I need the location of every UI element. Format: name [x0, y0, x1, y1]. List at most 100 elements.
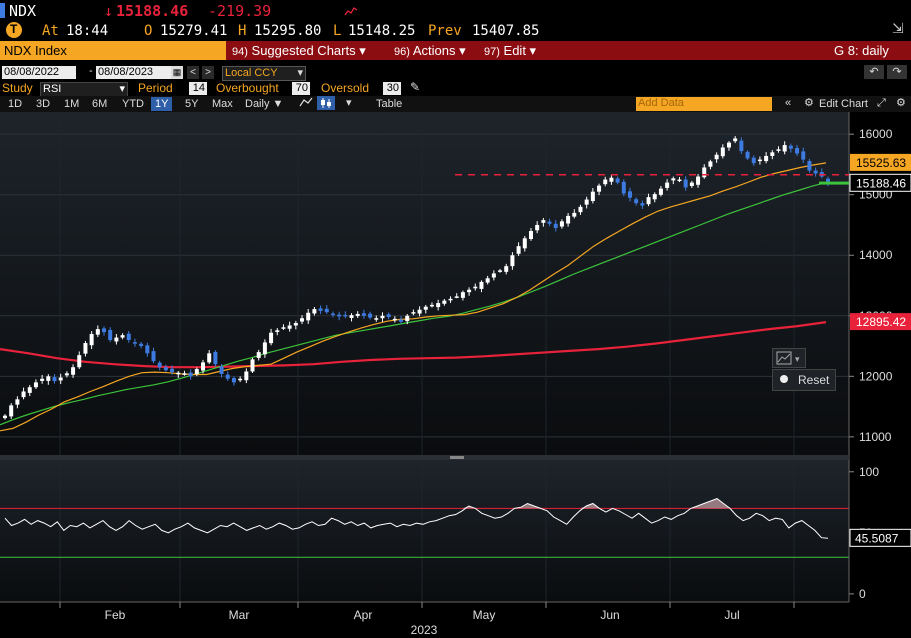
rsi-value-label: 45.5087	[855, 531, 899, 545]
security-field[interactable]: NDX Index	[0, 41, 226, 60]
oversold-label: Oversold	[321, 81, 370, 95]
candle-body	[504, 266, 509, 272]
candle-body	[770, 152, 775, 156]
undo-icon[interactable]: ↶	[864, 65, 884, 79]
candle-body	[485, 278, 490, 283]
settings-icon[interactable]: ⚙	[804, 97, 814, 109]
chart-area[interactable]: 110001200013000140001500016000 050100 Fe…	[0, 112, 911, 638]
candle-body	[52, 377, 57, 382]
reset-button[interactable]: Reset	[772, 369, 836, 391]
collapse-icon[interactable]: «	[785, 97, 792, 109]
candle-body	[683, 179, 688, 188]
candle-body	[801, 151, 806, 160]
calendar-icon[interactable]: ▦	[171, 66, 183, 79]
range-1d-button[interactable]: 1D	[8, 98, 23, 110]
candle-body	[374, 318, 379, 320]
candle-body	[163, 367, 168, 371]
edit-chart-button[interactable]: Edit Chart	[819, 98, 868, 110]
security-name: NDX Index	[4, 43, 67, 58]
candle-body	[89, 333, 94, 346]
candle-body	[745, 151, 750, 159]
ticker-icon: T	[6, 22, 22, 38]
end-date-input[interactable]: 08/08/2023	[96, 66, 172, 79]
range-controls: 1D 3D 1M 6M YTD 1Y 5Y Max Daily ▼ ▾ Tabl…	[0, 96, 911, 112]
expand-icon[interactable]: ⇲	[892, 20, 904, 36]
candle-body	[145, 345, 150, 354]
suggested-charts-menu[interactable]: 94) Suggested Charts ▾	[232, 43, 366, 58]
candle-body	[151, 351, 156, 362]
ma-short-layer	[0, 162, 827, 432]
year-label: 2023	[411, 623, 438, 637]
candle-body	[361, 313, 366, 316]
candle-body	[491, 273, 496, 278]
range-1m-button[interactable]: 1M	[64, 98, 80, 110]
oversold-input[interactable]: 30	[383, 82, 401, 95]
study-select[interactable]: RSI ▾	[40, 82, 128, 97]
open-value: 15279.41	[160, 23, 228, 39]
candle-body	[281, 327, 286, 329]
candle-body	[627, 191, 632, 198]
chevron-down-icon: ▾	[297, 67, 303, 79]
gear-icon[interactable]: ⚙	[896, 97, 906, 109]
candle-body	[337, 314, 342, 317]
frequency-select[interactable]: Daily ▼	[245, 98, 284, 110]
price-panel-bg	[0, 112, 849, 456]
range-5y-button[interactable]: 5Y	[185, 98, 199, 110]
candle-body	[300, 318, 305, 322]
fullscreen-icon[interactable]: ⤢	[877, 97, 886, 109]
panel-divider[interactable]	[0, 455, 849, 460]
candle-body	[615, 178, 620, 183]
x-tick-label: Mar	[229, 608, 250, 622]
y-tick-label: 14000	[859, 248, 893, 262]
next-period-button[interactable]: >	[202, 66, 214, 79]
chart-icon[interactable]	[344, 4, 358, 16]
candle-body	[634, 199, 639, 204]
start-date-input[interactable]: 08/08/2022	[2, 66, 76, 79]
open-label: O	[144, 23, 153, 39]
candle-body	[813, 170, 818, 174]
table-button[interactable]: Table	[376, 98, 403, 110]
candle-body	[572, 212, 577, 217]
quote-time: 18:44	[66, 23, 109, 39]
currency-select[interactable]: Local CCY ▾	[222, 66, 306, 81]
candle-body	[386, 314, 391, 317]
redo-icon[interactable]: ↷	[887, 65, 907, 79]
candle-body	[58, 377, 63, 381]
period-input[interactable]: 14	[189, 82, 207, 95]
candle-chart-icon[interactable]	[317, 96, 335, 110]
range-max-button[interactable]: Max	[212, 98, 233, 110]
date-separator: -	[89, 65, 93, 77]
at-label: At	[42, 23, 59, 39]
candle-body	[213, 351, 218, 365]
range-6m-button[interactable]: 6M	[92, 98, 108, 110]
range-1y-button[interactable]: 1Y	[151, 97, 173, 111]
candle-body	[547, 221, 552, 224]
candle-body	[275, 330, 280, 333]
chart-style-widget[interactable]: ▾	[772, 348, 806, 368]
candle-body	[590, 191, 595, 201]
line-chart-icon[interactable]	[299, 96, 313, 112]
candle-body	[83, 343, 88, 354]
chevron-down-icon: ▾	[346, 97, 352, 109]
candle-body	[306, 312, 311, 321]
price-label: 15188.46	[856, 176, 906, 190]
candle-body	[399, 319, 404, 322]
candle-body	[139, 343, 144, 347]
overbought-input[interactable]: 70	[292, 82, 310, 95]
add-data-input[interactable]: Add Data	[636, 97, 772, 111]
candle-body	[15, 399, 20, 405]
price-label-bg	[850, 313, 911, 331]
overbought-label: Overbought	[216, 81, 279, 95]
actions-menu[interactable]: 96) Actions ▾	[394, 43, 466, 58]
drag-handle-icon[interactable]	[450, 456, 464, 459]
candle-body	[423, 306, 428, 310]
candle-body	[343, 314, 348, 317]
chart-type-dropdown[interactable]: ▾	[346, 96, 352, 110]
range-ytd-button[interactable]: YTD	[122, 98, 144, 110]
candle-body	[380, 315, 385, 319]
range-3d-button[interactable]: 3D	[36, 98, 51, 110]
pencil-icon[interactable]: ✎	[410, 80, 421, 94]
edit-menu[interactable]: 97) Edit ▾	[484, 43, 537, 58]
prev-period-button[interactable]: <	[187, 66, 199, 79]
candle-body	[132, 342, 137, 344]
